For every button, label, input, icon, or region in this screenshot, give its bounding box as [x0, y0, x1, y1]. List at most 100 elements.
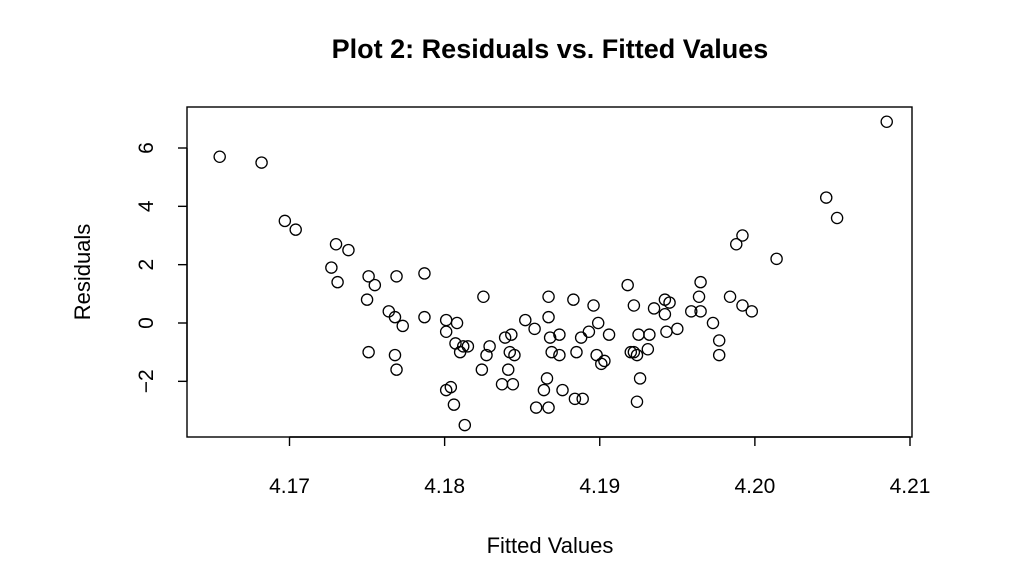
data-point: [519, 313, 532, 327]
data-point: [528, 322, 541, 336]
data-point: [745, 305, 759, 318]
data-point: [390, 270, 403, 283]
data-point: [505, 328, 518, 341]
data-point: [712, 334, 726, 347]
data-point: [694, 275, 707, 289]
data-point: [570, 345, 583, 359]
data-point: [542, 401, 555, 414]
data-point: [633, 372, 647, 385]
data-point: [388, 348, 402, 362]
data-point: [382, 305, 396, 318]
data-point: [830, 211, 844, 225]
data-point: [390, 363, 403, 376]
data-point: [685, 305, 698, 318]
data-point: [556, 383, 569, 397]
data-point: [706, 316, 720, 330]
data-point: [567, 293, 580, 306]
data-point: [439, 325, 453, 338]
data-point: [331, 275, 344, 289]
y-axis: −2 0 2 4 6: [135, 142, 188, 393]
data-point: [582, 325, 596, 338]
data-point: [289, 223, 302, 236]
x-tick-label: 4.21: [890, 475, 931, 498]
x-tick-label: 4.20: [734, 475, 775, 498]
data-point: [574, 331, 588, 344]
data-point: [591, 316, 605, 330]
data-point: [501, 363, 515, 376]
data-point: [723, 290, 737, 303]
data-point: [342, 243, 355, 257]
x-tick-label: 4.18: [424, 475, 465, 498]
data-point: [439, 313, 453, 327]
data-point: [418, 310, 431, 324]
data-point: [576, 392, 589, 406]
data-point: [553, 348, 566, 362]
data-point: [329, 237, 343, 251]
data-point: [537, 383, 551, 397]
data-points: [213, 115, 893, 432]
data-point: [449, 337, 462, 350]
data-point: [450, 316, 464, 330]
data-point: [553, 328, 566, 341]
data-point: [542, 290, 555, 303]
data-point: [819, 191, 833, 204]
data-point: [595, 357, 608, 371]
data-point: [632, 328, 645, 341]
data-point: [529, 401, 543, 414]
data-point: [475, 363, 489, 376]
data-point: [325, 261, 338, 274]
data-point: [602, 328, 616, 341]
data-point: [712, 348, 726, 362]
data-point: [598, 354, 611, 368]
data-point: [880, 115, 893, 129]
data-point: [396, 319, 409, 333]
data-point: [508, 348, 521, 362]
data-point: [545, 345, 558, 359]
data-point: [498, 331, 512, 344]
x-axis: 4.17 4.18 4.19 4.20 4.21: [269, 436, 931, 498]
data-point: [647, 302, 661, 315]
y-tick-label: 6: [135, 142, 158, 154]
x-axis-label: Fitted Values: [487, 533, 614, 558]
data-point: [360, 293, 374, 306]
data-point: [568, 392, 582, 406]
data-point: [736, 299, 749, 312]
data-point: [730, 237, 743, 251]
data-point: [480, 348, 493, 362]
data-point: [495, 377, 509, 391]
data-point: [540, 372, 554, 385]
y-tick-label: 2: [135, 259, 158, 271]
data-point: [660, 325, 673, 338]
data-point: [388, 310, 402, 324]
data-point: [692, 290, 706, 303]
data-point: [368, 278, 382, 292]
y-axis-label: Residuals: [70, 224, 95, 321]
data-point: [456, 340, 470, 353]
data-point: [630, 348, 644, 362]
data-point: [278, 214, 292, 228]
data-point: [362, 345, 375, 359]
data-point: [255, 156, 268, 169]
data-point: [447, 398, 461, 411]
data-point: [627, 299, 641, 312]
data-point: [477, 290, 490, 303]
data-point: [624, 345, 638, 359]
data-point: [627, 345, 641, 359]
y-tick-label: 4: [135, 200, 158, 212]
data-point: [643, 328, 656, 341]
data-point: [736, 229, 749, 242]
data-point: [630, 395, 644, 408]
data-point: [444, 380, 458, 394]
data-point: [362, 270, 375, 283]
data-point: [506, 377, 520, 391]
data-point: [663, 296, 676, 309]
data-point: [483, 340, 496, 353]
data-point: [590, 348, 603, 362]
data-point: [658, 307, 672, 321]
chart-title: Plot 2: Residuals vs. Fitted Values: [332, 34, 769, 64]
data-point: [587, 299, 600, 312]
data-point: [641, 342, 655, 356]
y-tick-label: −2: [135, 369, 158, 393]
